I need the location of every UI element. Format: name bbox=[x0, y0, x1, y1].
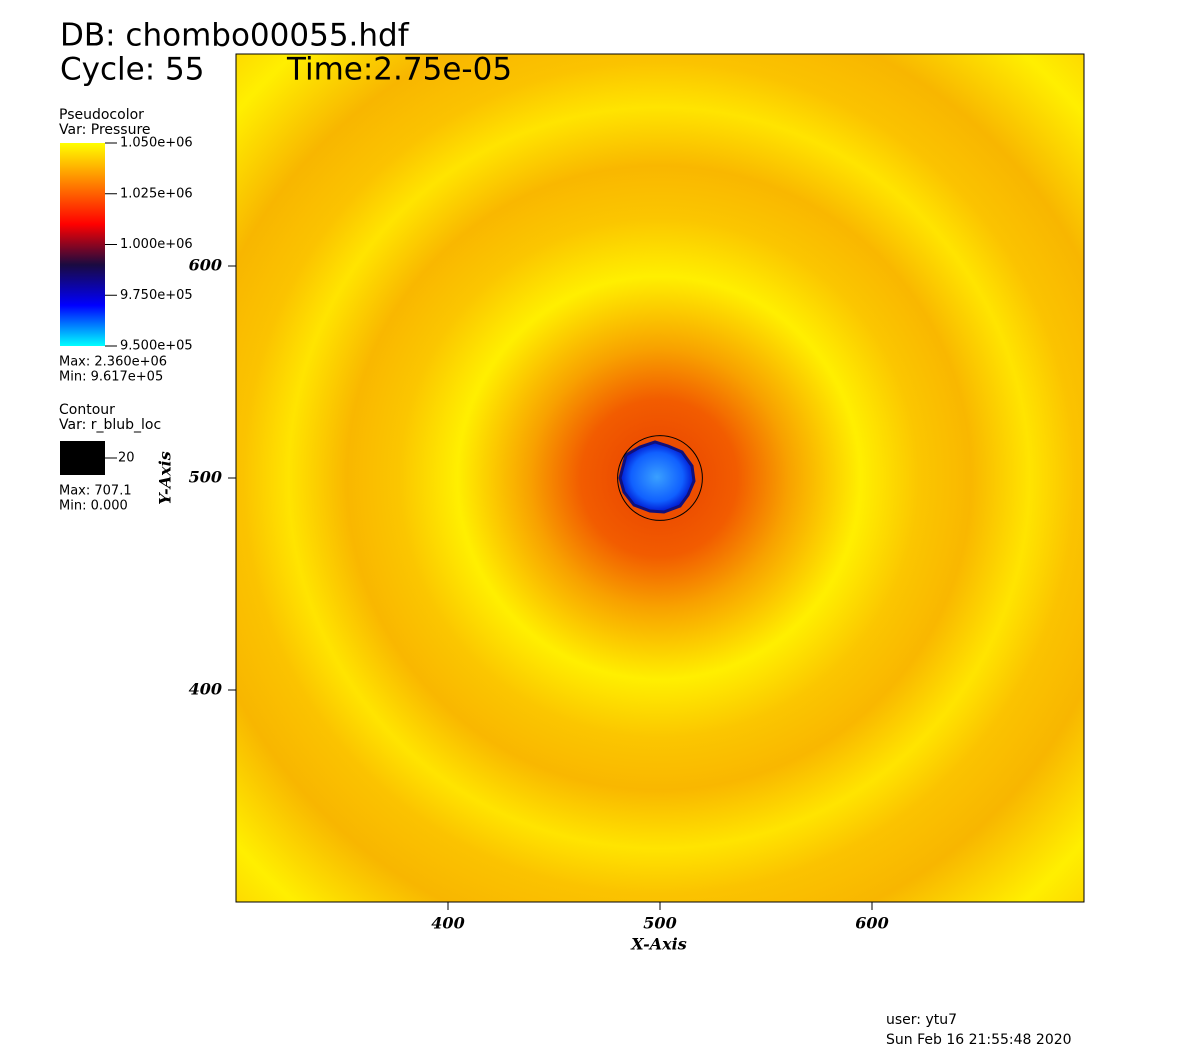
x-axis-label: X-Axis bbox=[630, 935, 687, 954]
footer-date: Sun Feb 16 21:55:48 2020 bbox=[886, 1032, 1072, 1048]
colorbar-tick-label: 9.750e+05 bbox=[120, 288, 193, 303]
contour-line bbox=[617, 435, 703, 521]
colorbar-tick-label: 9.500e+05 bbox=[120, 339, 193, 354]
contour-level-label: 20 bbox=[118, 451, 135, 466]
legend-var: Var: Pressure bbox=[59, 122, 151, 138]
cycle-label: Cycle: 55 bbox=[60, 52, 204, 88]
x-tick-label: 500 bbox=[643, 914, 676, 933]
colorbar-tick-label: 1.000e+06 bbox=[120, 237, 193, 252]
contour-swatch bbox=[60, 441, 105, 475]
x-tick-label: 400 bbox=[431, 914, 464, 933]
x-tick-label: 600 bbox=[855, 914, 888, 933]
colorbar-tick-label: 1.050e+06 bbox=[120, 136, 193, 151]
legend-max: Max: 2.360e+06 bbox=[59, 355, 167, 370]
legend-min: Min: 9.617e+05 bbox=[59, 370, 163, 385]
db-title: DB: chombo00055.hdf bbox=[60, 18, 410, 54]
colorbar bbox=[60, 143, 105, 346]
footer-user: user: ytu7 bbox=[886, 1012, 957, 1028]
contour-min: Min: 0.000 bbox=[59, 499, 128, 514]
low-pressure-region bbox=[618, 440, 696, 514]
contour-max: Max: 707.1 bbox=[59, 484, 132, 499]
time-label: Time:2.75e-05 bbox=[286, 52, 512, 88]
contour-title: Contour bbox=[59, 402, 115, 418]
contour-var: Var: r_blub_loc bbox=[59, 417, 161, 433]
colorbar-tick-label: 1.025e+06 bbox=[120, 186, 193, 201]
y-tick-label: 600 bbox=[189, 256, 222, 275]
y-tick-label: 500 bbox=[189, 468, 222, 487]
y-axis-label: Y-Axis bbox=[156, 451, 175, 505]
legend-title: Pseudocolor bbox=[59, 107, 144, 123]
y-tick-label: 400 bbox=[189, 680, 222, 699]
